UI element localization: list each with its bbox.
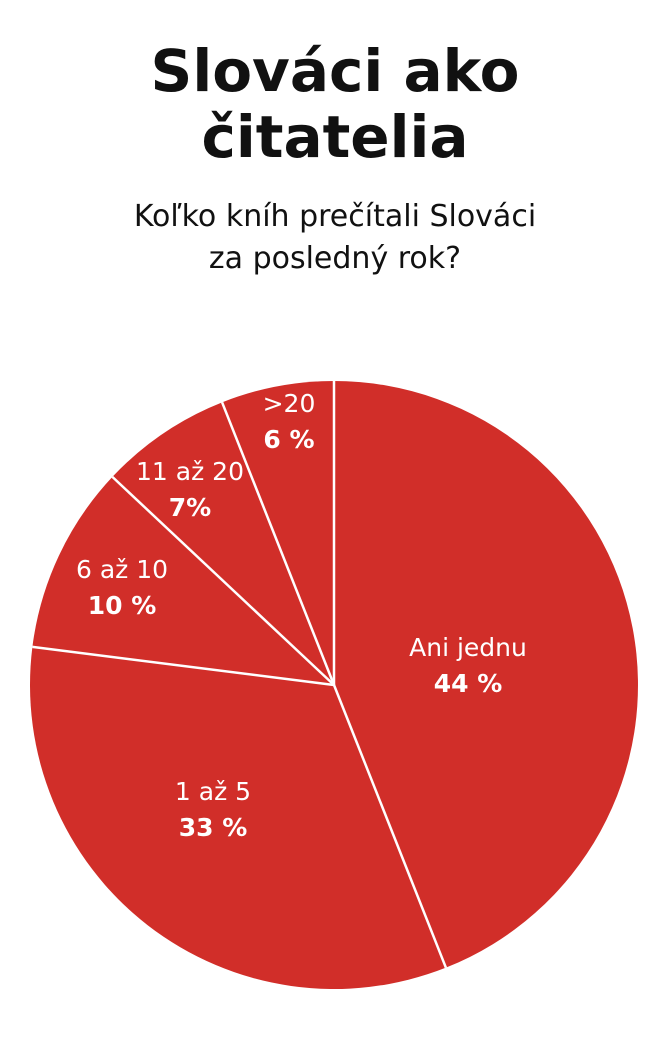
slice-separator [111,475,335,686]
slice-separator [32,645,335,687]
pie-slices [30,381,638,989]
pie-slice-1-a-5 [30,646,446,989]
pie-labels: Ani jednu 44 % 1 až 5 33 % 6 až 10 10 % 11 až … [76,389,527,842]
chart-subtitle: Koľko kníh prečítali Slováci za posledný… [0,196,670,280]
pie-slice-11-a-20 [112,402,334,685]
slice-value-11-a-20: 7% [169,493,211,522]
slice-label-1-a-5: 1 až 5 [175,777,251,806]
slice-value-20: 6 % [263,425,314,454]
title-line-2: čitatelia [201,103,469,171]
chart-title: Slováci ako čitatelia [0,38,670,170]
slice-label-11-a-20: 11 až 20 [136,457,244,486]
pie-separators [32,381,448,969]
subtitle-line-2: za posledný rok? [208,241,462,276]
slice-label-20: >20 [263,389,316,418]
slice-label-6-a-10: 6 až 10 [76,555,168,584]
subtitle-line-1: Koľko kníh prečítali Slováci [133,199,537,234]
slice-separator [332,684,448,969]
pie-slice-6-a-10 [32,476,335,685]
slice-separator [220,401,336,686]
pie-slice-20 [222,381,334,685]
pie-slice-ani-jednu [334,381,638,968]
slice-value-6-a-10: 10 % [88,591,157,620]
title-line-1: Slováci ako [150,37,520,105]
slice-label-ani-jednu: Ani jednu [409,633,527,662]
slice-value-ani-jednu: 44 % [434,669,503,698]
slice-value-1-a-5: 33 % [179,813,248,842]
